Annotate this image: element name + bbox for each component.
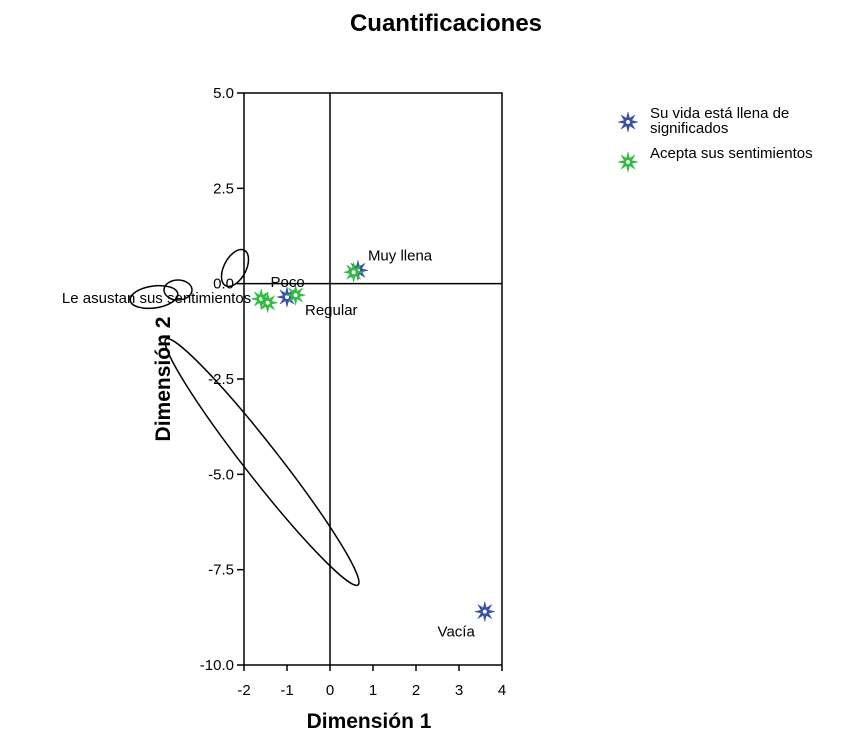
x-tick-label: -1 <box>280 682 293 699</box>
legend-marker-icon <box>617 111 639 133</box>
x-tick-label: -2 <box>237 682 250 699</box>
point-label: Muy llena <box>368 247 433 264</box>
y-tick-label: -10.0 <box>200 657 234 674</box>
legend-label: Su vida está llena de significados <box>650 105 789 137</box>
confidence-ellipse-small-2 <box>163 279 193 301</box>
confidence-ellipses <box>129 248 360 587</box>
data-point-marker <box>285 285 306 306</box>
point-label: Regular <box>305 302 358 319</box>
legend-marker-icon <box>617 151 639 173</box>
data-point-marker <box>343 262 364 283</box>
confidence-ellipse-small-1 <box>129 284 179 310</box>
data-point-marker <box>257 292 278 313</box>
x-axis-title: Dimensión 1 <box>307 710 432 731</box>
y-tick-label: 2.5 <box>213 180 234 197</box>
y-tick-label: 5.0 <box>213 85 234 102</box>
point-label: Le asustan sus sentimientos <box>62 290 251 307</box>
plot-frame <box>243 92 503 666</box>
legend-item: Acepta sus sentimientos <box>617 145 813 173</box>
y-tick-label: -5.0 <box>208 466 234 483</box>
legend: Su vida está llena de significados Acepta … <box>617 105 813 173</box>
confidence-ellipse-small-3 <box>220 248 250 288</box>
x-tick-label: 4 <box>498 682 506 699</box>
y-axis-title: Dimensión 2 <box>152 317 175 442</box>
x-tick-label: 1 <box>369 682 377 699</box>
x-axis-ticks: -2 -1 0 1 2 3 4 <box>237 665 506 699</box>
legend-label: Acepta sus sentimientos <box>650 145 813 162</box>
y-axis-ticks: 5.02.50.0-2.5-5.0-7.5-10.0 <box>200 85 244 674</box>
data-points: Muy llena Regular Vacía Le asustan sus sent… <box>62 247 495 641</box>
x-tick-label: 0 <box>326 682 334 699</box>
legend-item: Su vida está llena de significados <box>617 105 789 137</box>
point-label: Poco <box>270 274 304 291</box>
x-tick-label: 3 <box>455 682 463 699</box>
data-point-marker <box>474 601 495 622</box>
chart-title: Cuantificaciones <box>350 10 542 37</box>
y-tick-label: -7.5 <box>208 562 234 579</box>
confidence-ellipse-large <box>164 337 360 587</box>
x-tick-label: 2 <box>412 682 420 699</box>
point-label: Vacía <box>438 624 476 641</box>
y-tick-label: -2.5 <box>208 371 234 388</box>
